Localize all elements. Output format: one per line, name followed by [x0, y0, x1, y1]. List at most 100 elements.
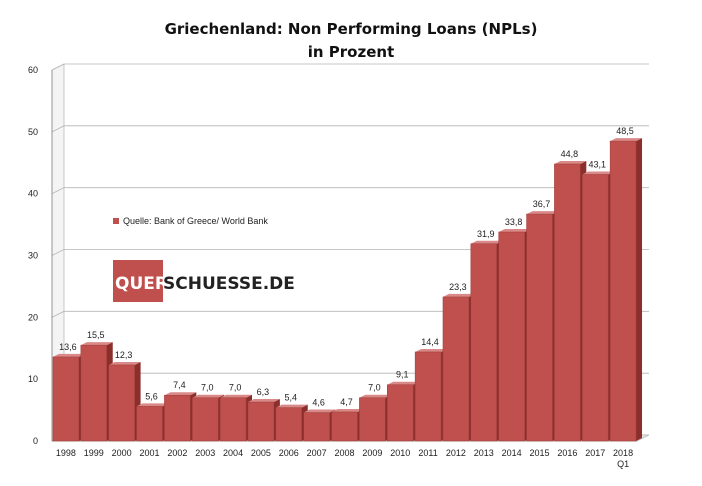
- x-tick-label: 2017: [585, 448, 605, 458]
- bar-top: [52, 353, 85, 357]
- y-tick-label: 40: [28, 189, 38, 199]
- data-label: 12,3: [115, 350, 133, 360]
- bar-top: [220, 394, 253, 398]
- x-tick-label: 2016: [557, 448, 577, 458]
- bar: [80, 344, 107, 442]
- bar: [331, 411, 358, 442]
- bar-top: [610, 138, 643, 142]
- bar-top: [247, 399, 280, 403]
- x-tick-label: 2015: [529, 448, 549, 458]
- x-tick-label: 2006: [279, 448, 299, 458]
- data-label: 4,7: [340, 397, 353, 407]
- bar: [414, 351, 442, 442]
- bar: [303, 412, 330, 442]
- bar: [359, 397, 386, 442]
- bar: [247, 401, 275, 442]
- bar: [108, 364, 135, 442]
- x-tick-label: 2014: [502, 448, 522, 458]
- bar-top: [192, 394, 225, 398]
- data-label: 7,0: [229, 383, 242, 393]
- bar: [219, 397, 247, 442]
- x-tick-label: 2003: [195, 448, 215, 458]
- x-tick-label: 2012: [446, 448, 466, 458]
- legend-swatch: [113, 218, 119, 224]
- bar: [275, 407, 302, 442]
- data-label: 44,8: [561, 149, 579, 159]
- data-label: 14,4: [421, 337, 439, 347]
- bar: [498, 231, 525, 442]
- chart-subtitle: in Prozent: [307, 43, 395, 61]
- bar: [470, 243, 497, 442]
- bar-top: [582, 171, 615, 175]
- data-label: 15,5: [87, 330, 105, 340]
- logo-text-part1: QUER: [115, 274, 168, 294]
- gridline: [51, 249, 649, 256]
- data-label: 43,1: [588, 159, 606, 169]
- bar-top: [164, 392, 197, 396]
- bar: [164, 394, 191, 442]
- gridline: [51, 63, 649, 71]
- gridline: [51, 125, 649, 133]
- bar: [192, 397, 219, 442]
- x-tick-label: 2001: [139, 448, 159, 458]
- data-label: 5,6: [145, 391, 158, 401]
- bar-top: [331, 408, 364, 412]
- data-label: 4,6: [312, 398, 325, 408]
- data-label: 6,3: [257, 387, 270, 397]
- y-tick-label: 60: [28, 65, 38, 75]
- gridline: [51, 187, 649, 195]
- bar: [609, 140, 637, 442]
- y-tick-label: 10: [28, 374, 38, 384]
- x-tick-label: 2011: [418, 448, 437, 458]
- y-tick-label: 20: [28, 312, 38, 322]
- data-label: 48,5: [616, 126, 634, 136]
- bar-top: [359, 394, 392, 398]
- x-tick-label: 2009: [362, 448, 382, 458]
- x-tick-sublabel: Q1: [617, 459, 629, 469]
- bar-side: [636, 138, 643, 441]
- bar-top: [498, 229, 531, 233]
- y-tick-label: 0: [33, 436, 38, 446]
- data-label: 33,8: [505, 217, 523, 227]
- bar-top: [136, 403, 169, 407]
- data-label: 13,6: [59, 342, 77, 352]
- data-label: 7,0: [201, 383, 214, 393]
- bar: [52, 356, 80, 442]
- x-tick-label: 1999: [84, 448, 104, 458]
- x-tick-label: 2013: [474, 448, 494, 458]
- bar-top: [415, 348, 448, 352]
- x-tick-label: 2000: [112, 448, 132, 458]
- bar-top: [303, 409, 336, 413]
- bar-top: [442, 293, 475, 297]
- y-tick-label: 50: [28, 127, 38, 137]
- bar: [582, 174, 609, 442]
- y-tick-label: 30: [28, 251, 38, 261]
- x-tick-label: 2004: [223, 448, 243, 458]
- bar: [387, 384, 414, 442]
- x-tick-label: 2002: [167, 448, 187, 458]
- x-tick-label: 2005: [251, 448, 271, 458]
- bar: [554, 163, 581, 442]
- data-label: 7,0: [368, 383, 381, 393]
- bar: [526, 213, 553, 442]
- bar-top: [470, 240, 503, 244]
- x-tick-label: 2018: [613, 448, 633, 458]
- x-tick-label: 2008: [334, 448, 354, 458]
- legend-label: Quelle: Bank of Greece/ World Bank: [123, 216, 268, 226]
- bar-top: [108, 361, 141, 365]
- logo-mark: [113, 260, 163, 302]
- bar-top: [526, 211, 559, 215]
- bar-top: [275, 404, 308, 408]
- data-label: 36,7: [533, 199, 551, 209]
- x-tick-label: 2007: [307, 448, 327, 458]
- chart-title: Griechenland: Non Performing Loans (NPLs…: [164, 20, 538, 38]
- logo-text-part2: SCHUESSE.DE: [163, 274, 295, 294]
- data-label: 9,1: [396, 370, 409, 380]
- data-label: 23,3: [449, 282, 467, 292]
- bar-top: [387, 381, 420, 385]
- data-label: 31,9: [477, 229, 495, 239]
- x-tick-label: 1998: [56, 448, 76, 458]
